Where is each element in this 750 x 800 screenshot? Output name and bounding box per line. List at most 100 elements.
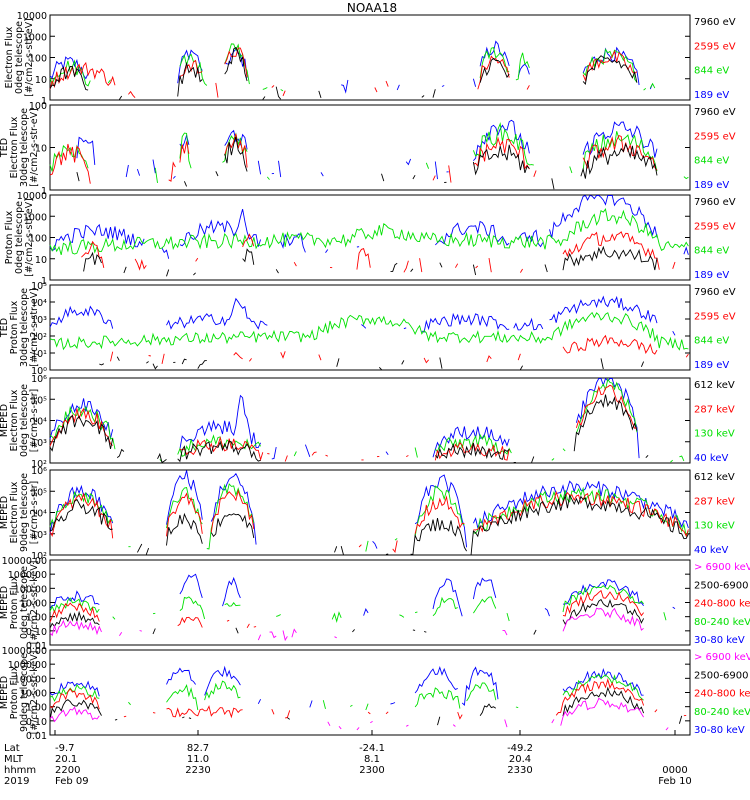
series-black	[49, 494, 689, 556]
y-tick-label: 10⁵	[31, 487, 47, 498]
legend-entry: 240-800 keV	[694, 599, 750, 610]
legend-entry: 30-80 keV	[694, 635, 745, 646]
panel-frame	[49, 559, 691, 646]
series-line	[50, 395, 682, 463]
series-line	[49, 122, 689, 183]
series-black	[50, 600, 675, 635]
series-magenta	[50, 608, 688, 640]
legend-entry: 189 eV	[694, 270, 729, 281]
y-tick-label: 100	[29, 234, 47, 245]
series-black	[50, 395, 682, 463]
x-row-value: 2200	[55, 765, 80, 776]
series-line	[50, 48, 688, 100]
series-line	[49, 295, 676, 336]
series-line	[110, 334, 689, 364]
series-black	[77, 137, 671, 189]
panel-p1: 10000 1000 100 10 1 Electron Flux 0deg telesco…	[4, 11, 736, 107]
y-tick-label: 10	[35, 144, 47, 155]
y-axis-title-line: [#/cm2-s-str-keV]	[29, 651, 40, 735]
legend-entry: 7960 eV	[694, 17, 736, 28]
legend-entry: 287 keV	[694, 404, 735, 415]
y-tick-label: 10³	[31, 530, 47, 541]
series-line	[49, 686, 683, 726]
series-line	[49, 677, 687, 720]
series-blue	[49, 194, 689, 259]
series-red	[110, 334, 689, 364]
y-axis-title-line: Proton Flux	[9, 665, 20, 719]
y-axis-title-line: MEPED	[0, 676, 10, 709]
y-tick-label: 10000	[17, 11, 47, 22]
y-tick-label: 1.00	[26, 613, 47, 624]
legend-entry: > 6900 keV	[694, 562, 750, 573]
series-line	[81, 232, 688, 273]
y-tick-label: 0.01	[26, 731, 47, 742]
legend-entry: 2595 eV	[694, 221, 736, 232]
x-row-value: 20.4	[509, 754, 531, 765]
y-axis-title-line: [#/cm2-s-str-keV]	[29, 561, 40, 645]
y-axis-title-line: 0deg telescope	[19, 384, 30, 457]
series-line	[49, 494, 689, 556]
y-tick-label: 100	[29, 54, 47, 65]
series-line	[77, 120, 684, 179]
y-axis-title-line: MEPED	[0, 404, 10, 437]
legend-entry: 2595 eV	[694, 311, 736, 322]
y-tick-label: 0.10	[26, 717, 47, 728]
panel-p6: 10⁶ 10⁵ 10⁴ 10³ 10² MEPED Electron Flux 90deg t…	[0, 466, 735, 562]
series-line	[50, 379, 686, 459]
y-tick-label: 1000	[23, 32, 47, 43]
series-line	[49, 378, 685, 463]
x-row-value: -24.1	[359, 743, 385, 754]
series-line	[49, 584, 667, 623]
y-axis-title-line: 90deg telescope	[19, 653, 30, 732]
y-tick-label: 10000	[17, 191, 47, 202]
y-tick-label: 0.10	[26, 627, 47, 638]
y-axis-title-line: Proton Flux	[9, 300, 20, 354]
y-tick-label: 10⁴	[31, 417, 47, 428]
y-tick-label: 100	[29, 101, 47, 112]
x-row-name: Lat	[4, 743, 20, 754]
y-tick-label: 10⁶	[31, 374, 47, 385]
series-line	[49, 483, 689, 552]
series-blue	[49, 295, 676, 336]
legend-entry: 844 eV	[694, 246, 729, 257]
legend-entry: 2500-6900	[694, 580, 749, 591]
x-row-name: 2019	[4, 776, 29, 787]
y-axis-title-line: Electron Flux	[9, 116, 20, 178]
legend-entry: 240-800 keV	[694, 689, 750, 700]
series-magenta	[50, 698, 673, 730]
x-row-value: 2230	[185, 765, 210, 776]
legend-entry: 80-240 keV	[694, 617, 750, 628]
y-tick-label: 10⁴	[31, 298, 47, 309]
y-tick-label: 10.00	[20, 599, 47, 610]
y-axis-title-line: 0deg telescope	[19, 566, 30, 639]
y-tick-label: 10⁴	[31, 509, 47, 520]
legend-entry: 7960 eV	[694, 107, 736, 118]
series-green	[49, 122, 689, 183]
figure-title: NOAA18	[347, 1, 397, 15]
panel-frame	[49, 104, 691, 191]
panel-p2: 100 10 1 TED Electron Flux 30deg telescope [#/…	[0, 101, 736, 197]
series-line	[50, 385, 657, 461]
y-tick-label: 10⁶	[31, 466, 47, 477]
y-tick-label: 1.00	[26, 703, 47, 714]
panel-frame	[49, 469, 691, 556]
series-green	[49, 483, 689, 552]
y-tick-label: 10	[35, 75, 47, 86]
series-blue	[49, 470, 689, 549]
y-tick-label: 10¹	[31, 349, 47, 360]
series-red	[49, 677, 687, 720]
legend-entry: 7960 eV	[694, 197, 736, 208]
y-axis-title-line: [#/cm2-s-str-eV]	[24, 18, 35, 97]
y-tick-label: 10⁵	[31, 281, 47, 292]
series-line	[50, 48, 666, 98]
series-line	[49, 311, 689, 351]
legend-entry: 2595 eV	[694, 41, 736, 52]
y-axis-title-line: 30deg telescope	[19, 288, 30, 367]
y-axis-title-line: Electron Flux	[9, 481, 20, 543]
y-axis-title-line: [#/cm2-s-str-eV]	[24, 198, 35, 277]
legend-entry: 612 keV	[694, 472, 735, 483]
x-row-value: 11.0	[187, 754, 209, 765]
y-axis-title-line: Electron Flux	[9, 389, 20, 451]
